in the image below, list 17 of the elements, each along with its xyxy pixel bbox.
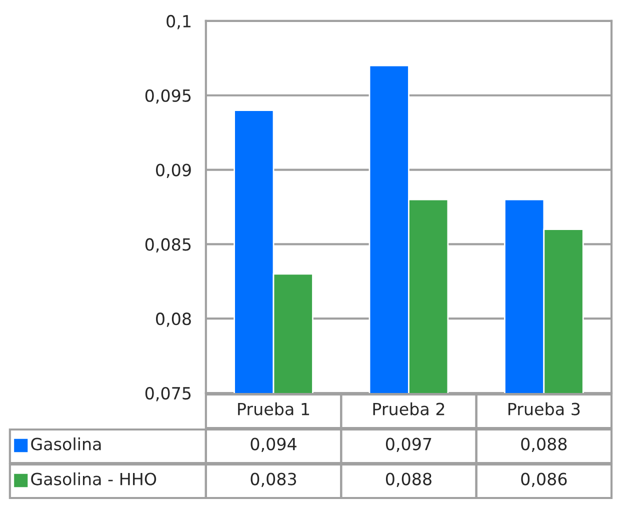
y-tick-label: 0,075 [145, 386, 191, 402]
data-label: 0,088 [521, 438, 567, 452]
data-label: 0,097 [386, 438, 432, 452]
data-label: 0,094 [250, 438, 296, 452]
x-tick-label: Prueba 1 [238, 402, 310, 416]
legend-label: Gasolina [31, 437, 101, 450]
x-tick-label: Prueba 2 [373, 402, 444, 416]
y-tick-label: 0,09 [156, 164, 191, 178]
y-tick-label: 0,1 [166, 14, 190, 30]
y-tick-label: 0,08 [156, 312, 191, 327]
x-tick-label: Prueba 3 [508, 402, 580, 416]
data-label: 0,083 [250, 472, 296, 488]
data-label: 0,086 [521, 472, 567, 488]
y-tick-label: 0,085 [145, 238, 191, 252]
y-tick-label: 0,095 [145, 89, 191, 104]
data-label: 0,088 [386, 472, 432, 488]
legend-label: Gasolina - HHO [31, 472, 156, 486]
